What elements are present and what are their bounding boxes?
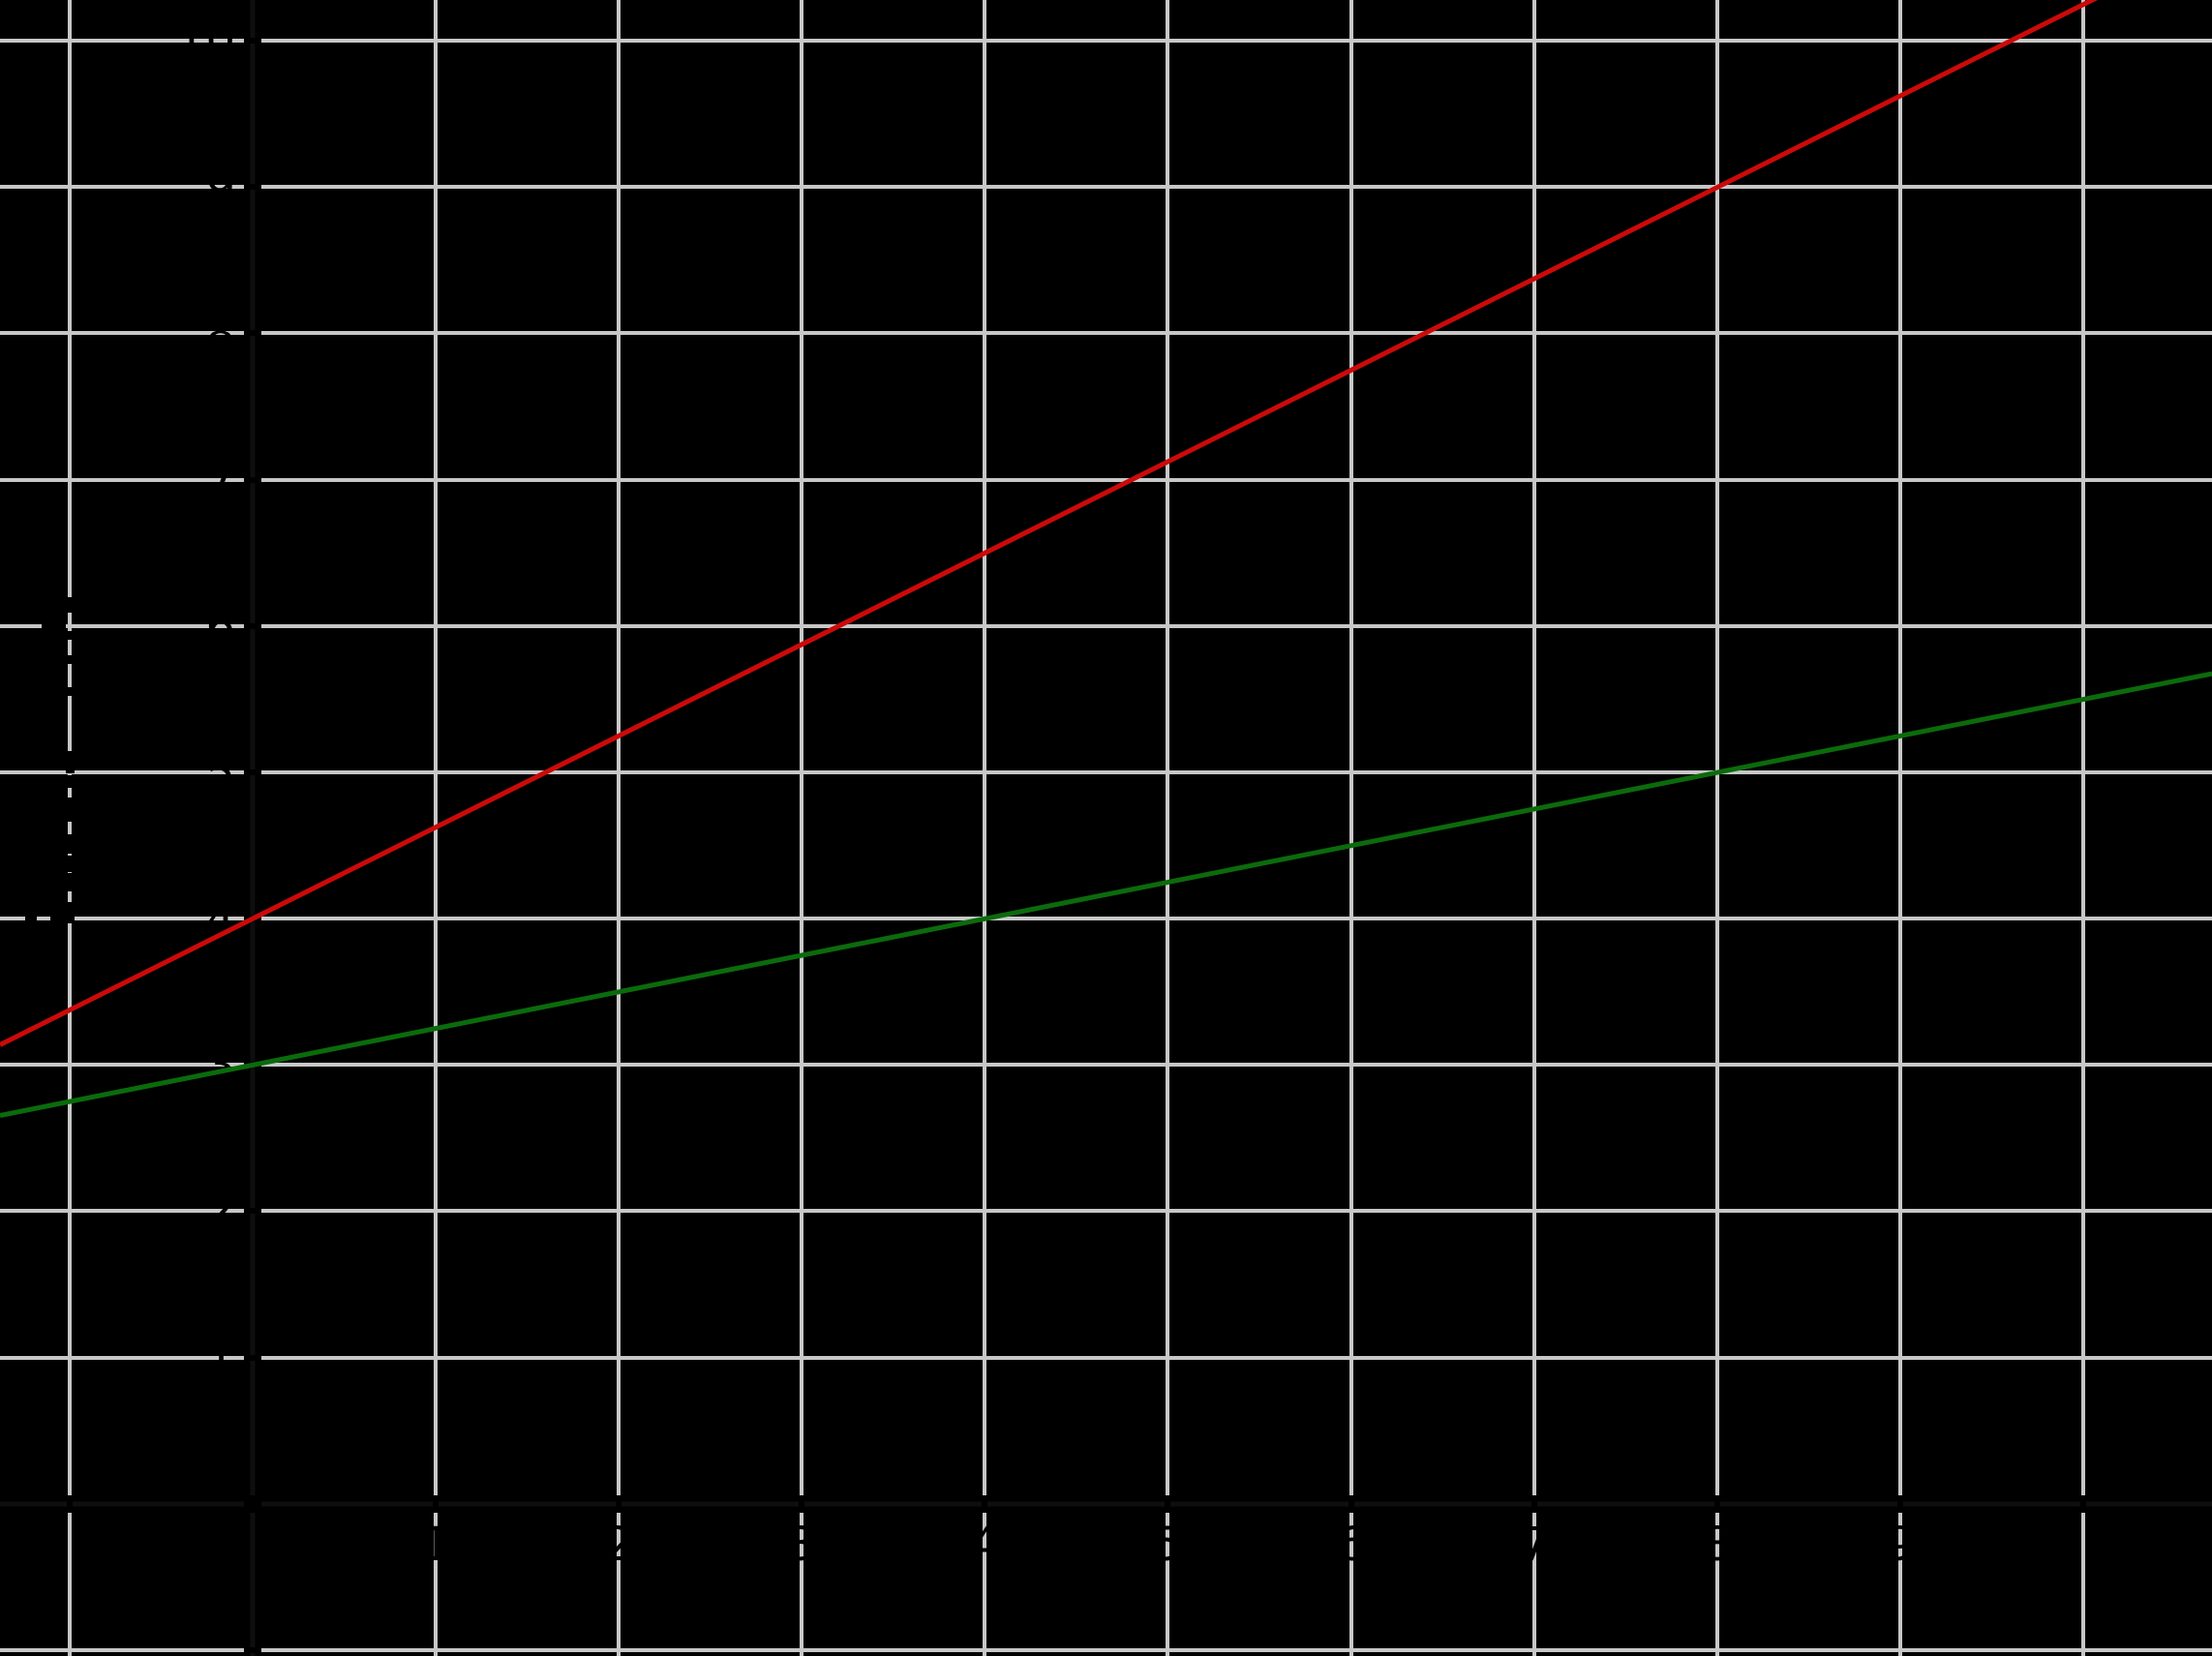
y-tick-label: 6 bbox=[205, 600, 235, 654]
label-fragment bbox=[50, 914, 72, 923]
label-fragment bbox=[66, 834, 75, 854]
y-tick-label: 1 bbox=[205, 1332, 235, 1386]
label-fragment bbox=[66, 902, 75, 920]
red-line bbox=[0, 0, 2099, 1047]
axis-ticks bbox=[67, 38, 2086, 1653]
green-line bbox=[0, 671, 2212, 1118]
y-tick-label: 9 bbox=[205, 161, 235, 215]
x-tick-label: 3 bbox=[787, 1518, 817, 1572]
x-tick-label: 8 bbox=[1703, 1518, 1733, 1572]
y-tick-label: 2 bbox=[205, 1185, 235, 1239]
axis-title-fragments bbox=[25, 597, 75, 923]
label-fragment bbox=[66, 856, 75, 872]
label-fragment bbox=[66, 687, 75, 696]
y-tick-label: 7 bbox=[205, 454, 235, 508]
x-tick-label: 10 bbox=[2053, 1518, 2112, 1572]
label-fragment bbox=[42, 620, 66, 632]
label-fragment bbox=[66, 655, 75, 664]
label-fragment bbox=[66, 798, 75, 822]
y-tick-label: 5 bbox=[205, 746, 235, 800]
label-fragment bbox=[25, 914, 37, 923]
x-tick-label: 4 bbox=[970, 1518, 1000, 1572]
label-fragment bbox=[66, 597, 75, 613]
label-fragment bbox=[66, 631, 75, 640]
label-fragment bbox=[66, 751, 75, 773]
y-tick-label: 8 bbox=[205, 307, 235, 361]
label-fragment bbox=[66, 873, 75, 891]
x-tick-label: 6 bbox=[1337, 1518, 1367, 1572]
x-tick-label: 2 bbox=[604, 1518, 634, 1572]
y-tick-label: 3 bbox=[205, 1039, 235, 1093]
x-tick-label: 7 bbox=[1520, 1518, 1550, 1572]
y-tick-label: 10 bbox=[176, 15, 235, 69]
x-tick-label: 9 bbox=[1886, 1518, 1916, 1572]
label-fragment bbox=[66, 775, 75, 788]
x-tick-label: 5 bbox=[1153, 1518, 1183, 1572]
x-tick-label: 1 bbox=[421, 1518, 451, 1572]
origin-label: 0 bbox=[205, 1518, 235, 1572]
